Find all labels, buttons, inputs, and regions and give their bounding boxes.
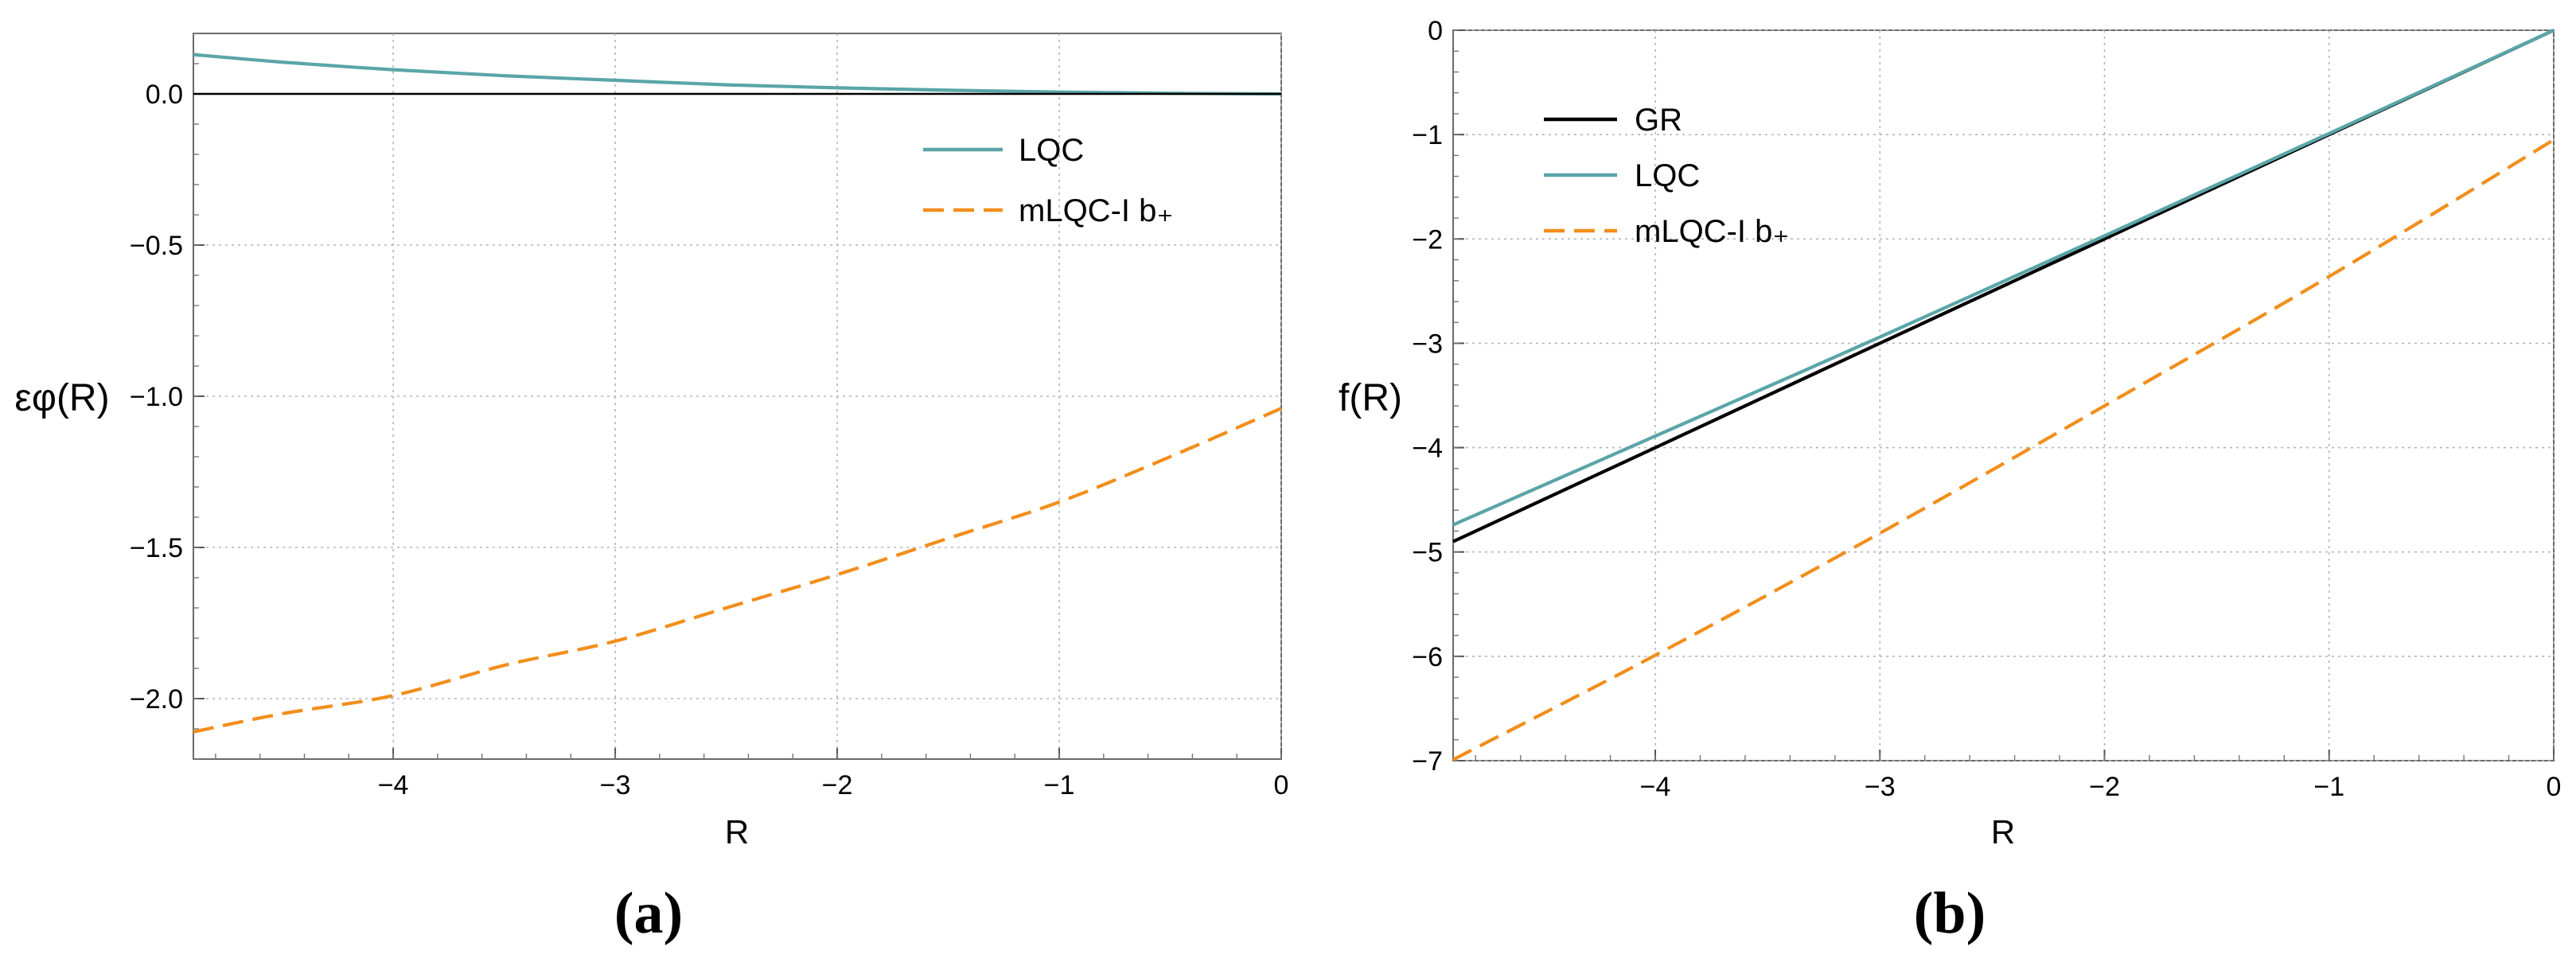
series-layer <box>193 53 1282 734</box>
series-layer <box>1452 29 2555 761</box>
series-lqc <box>1452 29 2555 527</box>
y-tick-label: −2 <box>1412 224 1443 255</box>
x-tick-label: −2 <box>2089 772 2120 802</box>
series-mlqc <box>193 407 1282 734</box>
legend-label-gr: GR <box>1635 103 1682 138</box>
y-tick-label: −3 <box>1412 329 1443 359</box>
legend: GR LQC mLQC-I b₊ <box>1544 103 1789 249</box>
legend-label-lqc: LQC <box>1019 133 1084 168</box>
y-axis-label: εφ(R) <box>14 377 109 419</box>
x-tick-label: 0 <box>2547 772 2562 802</box>
x-axis-label: R <box>1991 813 2015 851</box>
y-tick-label: −1.0 <box>130 382 183 412</box>
series-lqc <box>193 53 1282 96</box>
x-tick-label: −3 <box>600 770 631 800</box>
y-tick-label: 0 <box>1428 16 1443 46</box>
y-tick-label: −0.5 <box>130 231 183 261</box>
y-tick-label: −1.5 <box>130 533 183 563</box>
y-tick-label: −5 <box>1412 538 1443 568</box>
legend-label-mlqc: mLQC-I b₊ <box>1019 193 1173 228</box>
grid <box>1453 29 2555 761</box>
x-tick-label: −2 <box>822 770 853 800</box>
plot-area-frame <box>1452 29 2555 761</box>
y-tick-label: −2.0 <box>130 684 183 715</box>
y-tick-label: 0.0 <box>146 80 183 110</box>
axis-ticks: −4 −3 −2 −1 0 0 −1 −2 −3 −4 −5 −6 −7 <box>1412 16 2561 802</box>
y-tick-label: −6 <box>1412 642 1443 672</box>
x-tick-label: −1 <box>1044 770 1075 800</box>
grid <box>193 33 1282 759</box>
series-mlqc <box>1452 138 2555 761</box>
legend-label-lqc: LQC <box>1635 158 1700 193</box>
panel-a: −4 −3 −2 −1 0 0.0 −0.5 −1.0 −1.5 −2.0 LQC mLQC-I b… <box>14 33 1288 946</box>
x-tick-label: −3 <box>1865 772 1896 802</box>
y-tick-label: −1 <box>1412 120 1443 150</box>
panel-label-b: (b) <box>1914 881 1986 946</box>
legend-label-mlqc: mLQC-I b₊ <box>1635 214 1789 249</box>
x-axis-label: R <box>725 813 749 851</box>
y-axis-label: f(R) <box>1339 377 1402 419</box>
y-tick-label: −7 <box>1412 746 1443 777</box>
x-tick-label: −1 <box>2313 772 2344 802</box>
legend: LQC mLQC-I b₊ <box>923 133 1173 228</box>
y-tick-label: −4 <box>1412 434 1443 464</box>
x-tick-label: −4 <box>378 770 409 800</box>
panel-label-a: (a) <box>614 881 683 946</box>
x-tick-label: −4 <box>1640 772 1671 802</box>
axis-ticks: −4 −3 −2 −1 0 0.0 −0.5 −1.0 −1.5 −2.0 <box>130 33 1289 800</box>
x-tick-label: 0 <box>1274 770 1289 800</box>
